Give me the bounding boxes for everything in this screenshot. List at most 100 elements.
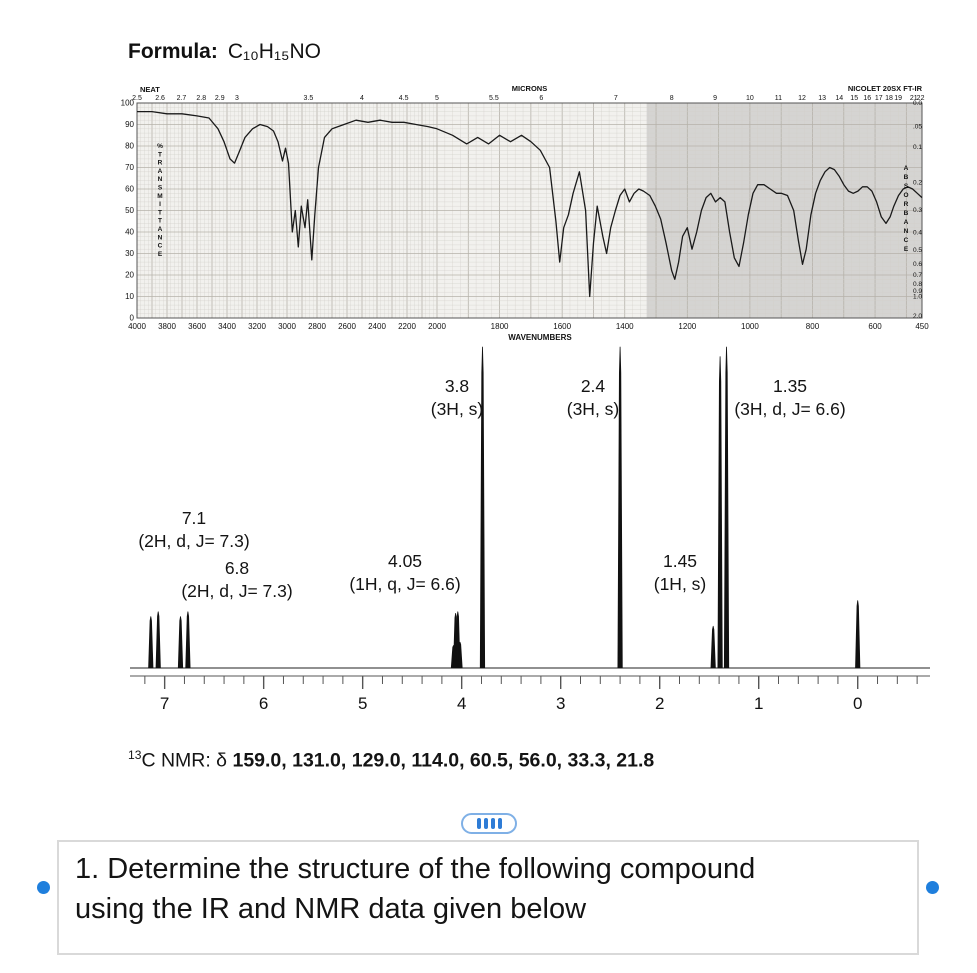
peak-detail: (2H, d, J= 7.3) — [181, 580, 293, 601]
peak-detail: (3H, s) — [566, 398, 620, 419]
svg-text:0.0: 0.0 — [913, 100, 922, 107]
svg-text:NICOLET 20SX FT-IR: NICOLET 20SX FT-IR — [848, 84, 923, 93]
peak-shift: 1.35 — [772, 376, 808, 396]
nmr-spectrum-plot: 7 6 5 4 3 2 1 0 — [130, 346, 930, 713]
formula-value: C₁₀H₁₅NO — [227, 40, 322, 63]
svg-text:1.0: 1.0 — [913, 294, 922, 301]
svg-text:15: 15 — [850, 95, 858, 102]
drag-handle-icon — [490, 818, 495, 829]
svg-text:S: S — [158, 185, 163, 192]
svg-text:9: 9 — [713, 95, 717, 102]
h1-nmr-spectrum-chart: 7 6 5 4 3 2 1 0 3.8 (3H, s) 2.4 (3H, s) 1.35 (3… — [130, 345, 930, 720]
svg-text:3: 3 — [556, 694, 565, 713]
question-box[interactable]: 1. Determine the structure of the follow… — [57, 840, 919, 955]
svg-text:%: % — [157, 143, 163, 150]
peak-shift: 2.4 — [580, 376, 606, 396]
peak-shift: 4.05 — [387, 551, 423, 571]
svg-text:90: 90 — [125, 120, 134, 129]
svg-text:R: R — [158, 160, 163, 167]
peak-shift: 6.8 — [224, 558, 250, 578]
svg-text:.05: .05 — [913, 123, 922, 130]
c13-isotope-superscript: 13 — [128, 748, 142, 762]
svg-text:2.0: 2.0 — [913, 313, 922, 320]
svg-text:R: R — [904, 201, 909, 208]
svg-text:450: 450 — [915, 322, 929, 331]
svg-text:4: 4 — [457, 694, 466, 713]
peak-detail: (2H, d, J= 7.3) — [138, 530, 250, 551]
svg-text:1: 1 — [754, 694, 763, 713]
nmr-peak-label-1.45: 1.45 (1H, s) — [654, 550, 707, 596]
svg-text:N: N — [904, 228, 909, 235]
svg-text:B: B — [904, 174, 909, 181]
svg-text:70: 70 — [125, 163, 134, 172]
svg-text:WAVENUMBERS: WAVENUMBERS — [508, 333, 572, 342]
c13-nmr-line: 13C NMR: δ 159.0, 131.0, 129.0, 114.0, 6… — [128, 748, 654, 773]
nmr-peak-label-3.8: 3.8 (3H, s) — [431, 375, 484, 421]
svg-text:I: I — [159, 201, 161, 208]
svg-text:50: 50 — [125, 206, 134, 215]
svg-text:10: 10 — [746, 95, 754, 102]
formula-label: Formula: — [128, 40, 218, 63]
svg-text:16: 16 — [863, 95, 871, 102]
svg-text:6: 6 — [259, 694, 268, 713]
svg-text:3.5: 3.5 — [304, 95, 314, 102]
svg-text:19: 19 — [894, 95, 902, 102]
svg-text:NEAT: NEAT — [140, 85, 160, 94]
svg-text:30: 30 — [125, 249, 134, 258]
svg-text:3000: 3000 — [278, 322, 296, 331]
svg-text:2200: 2200 — [398, 322, 416, 331]
nmr-peak-label-4.05: 4.05 (1H, q, J= 6.6) — [349, 550, 460, 596]
svg-text:0.8: 0.8 — [913, 281, 922, 288]
svg-text:N: N — [158, 234, 163, 241]
svg-text:A: A — [158, 168, 163, 175]
svg-text:4: 4 — [360, 95, 364, 102]
svg-text:2.7: 2.7 — [177, 95, 187, 102]
svg-text:2: 2 — [655, 694, 664, 713]
svg-text:1800: 1800 — [491, 322, 509, 331]
svg-text:8: 8 — [670, 95, 674, 102]
svg-text:22: 22 — [917, 95, 925, 102]
drag-handle[interactable] — [461, 813, 517, 834]
svg-text:2.8: 2.8 — [196, 95, 206, 102]
svg-text:2.9: 2.9 — [215, 95, 225, 102]
svg-text:0.6: 0.6 — [913, 261, 922, 268]
ir-spectrum-chart: NEAT MICRONS NICOLET 20SX FT-IR 2.5 2.6 2.7 2.… — [110, 82, 940, 342]
svg-text:E: E — [904, 246, 909, 253]
nmr-peak-label-6.8: 6.8 (2H, d, J= 7.3) — [181, 557, 292, 603]
svg-text:B: B — [904, 210, 909, 217]
svg-text:5.5: 5.5 — [489, 95, 499, 102]
svg-text:0.4: 0.4 — [913, 229, 922, 236]
svg-text:S: S — [904, 183, 909, 190]
peak-detail: (1H, s) — [653, 573, 707, 594]
svg-text:18: 18 — [885, 95, 893, 102]
svg-text:2600: 2600 — [338, 322, 356, 331]
peak-shift: 1.45 — [662, 551, 698, 571]
svg-text:4.5: 4.5 — [399, 95, 409, 102]
c13-values: 159.0, 131.0, 129.0, 114.0, 60.5, 56.0, … — [232, 749, 655, 772]
question-text-line1: 1. Determine the structure of the follow… — [75, 853, 756, 885]
svg-text:N: N — [158, 176, 163, 183]
svg-text:0.2: 0.2 — [913, 179, 922, 186]
svg-text:10: 10 — [125, 292, 134, 301]
svg-text:1000: 1000 — [741, 322, 759, 331]
svg-text:14: 14 — [835, 95, 843, 102]
c13-prefix: C NMR: δ — [141, 749, 233, 772]
svg-text:2000: 2000 — [428, 322, 446, 331]
svg-text:600: 600 — [868, 322, 882, 331]
svg-text:800: 800 — [806, 322, 820, 331]
svg-text:T: T — [158, 218, 162, 225]
drag-handle-icon — [476, 818, 481, 829]
svg-text:C: C — [158, 243, 163, 250]
svg-text:2800: 2800 — [308, 322, 326, 331]
svg-text:6: 6 — [539, 95, 543, 102]
svg-text:1600: 1600 — [553, 322, 571, 331]
svg-text:100: 100 — [121, 99, 135, 108]
svg-text:0.5: 0.5 — [913, 247, 922, 254]
drag-handle-icon — [483, 818, 488, 829]
selection-handle-left[interactable] — [37, 881, 50, 894]
svg-text:O: O — [903, 192, 908, 199]
selection-handle-right[interactable] — [926, 881, 939, 894]
nmr-peak-label-7.1: 7.1 (2H, d, J= 7.3) — [138, 507, 249, 553]
svg-text:11: 11 — [775, 95, 782, 102]
